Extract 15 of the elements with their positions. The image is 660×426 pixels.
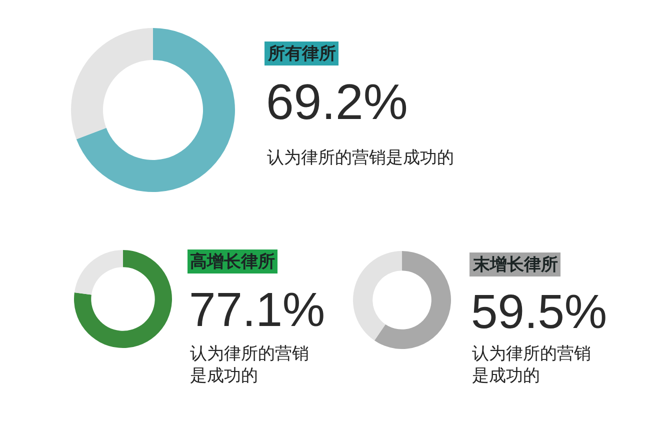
text: 高增长律所 bbox=[190, 252, 275, 271]
text: 59.5% bbox=[471, 286, 608, 339]
donut-slice bbox=[76, 28, 235, 192]
text: 69.2% bbox=[266, 74, 408, 130]
donut-slice bbox=[353, 251, 402, 341]
text: 认为律所的营销是成功的 bbox=[190, 344, 309, 386]
text: 认为律所的营销是成功的 bbox=[267, 148, 454, 167]
text: 认为律所的营销是成功的 bbox=[472, 344, 591, 386]
donut-slice bbox=[374, 251, 451, 349]
text: 末增长律所 bbox=[472, 255, 558, 274]
text: 所有律所 bbox=[267, 44, 336, 63]
text: 77.1% bbox=[189, 284, 326, 337]
donut-slice bbox=[71, 28, 153, 140]
donut-slice bbox=[74, 250, 172, 348]
donut-slice bbox=[74, 250, 123, 295]
